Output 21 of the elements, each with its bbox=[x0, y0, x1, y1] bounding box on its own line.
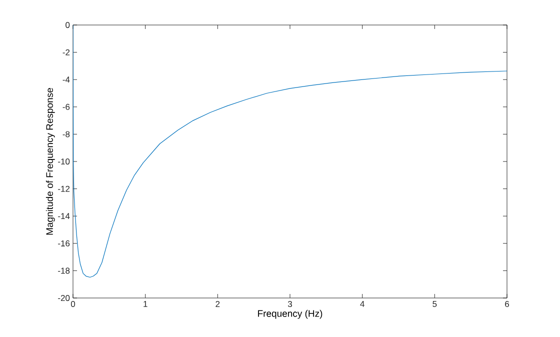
y-tick-label: -4 bbox=[62, 76, 70, 83]
x-tick-label: 5 bbox=[432, 301, 437, 307]
x-tick-label: 3 bbox=[288, 301, 292, 308]
y-tick-label: -20 bbox=[58, 294, 70, 301]
x-axis-title: Frequency (Hz) bbox=[258, 310, 322, 319]
x-tick-label: 4 bbox=[360, 301, 364, 307]
x-tick-label: 1 bbox=[144, 301, 148, 307]
y-tick-label: -10 bbox=[58, 158, 70, 164]
line-series bbox=[73, 25, 507, 278]
y-tick-label: 0 bbox=[66, 22, 70, 28]
x-tick-label: 6 bbox=[505, 301, 509, 308]
y-tick-label: -16 bbox=[58, 240, 70, 246]
x-tick-label: 0 bbox=[70, 301, 76, 308]
y-tick-label: -14 bbox=[58, 213, 70, 220]
x-tick-label: 2 bbox=[216, 301, 220, 307]
y-tick-label: -2 bbox=[62, 49, 70, 56]
y-tick-label: -6 bbox=[62, 104, 70, 110]
y-tick-label: -12 bbox=[58, 186, 70, 192]
y-tick-label: -8 bbox=[62, 131, 70, 138]
y-axis-title: Magnitude of Frequency Response bbox=[46, 88, 55, 235]
y-tick-label: -18 bbox=[58, 268, 70, 274]
